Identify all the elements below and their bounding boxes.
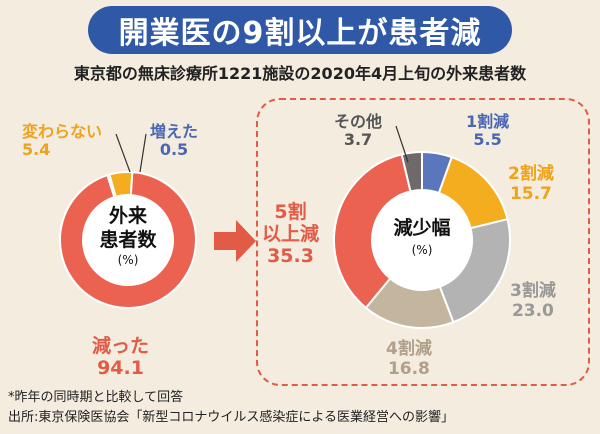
label-5wari: 5割 以上減 35.3	[262, 201, 320, 268]
label-unchanged-name: 変わらない	[22, 122, 103, 141]
label-3wari-value: 23.0	[511, 300, 554, 321]
chart-title: 開業医の9割以上が患者減	[118, 16, 482, 51]
label-increased-value: 0.5	[159, 140, 189, 160]
left-center-label-2: 患者数	[99, 228, 157, 251]
label-unchanged: 変わらない 5.4	[22, 122, 103, 160]
donut-hole	[372, 190, 472, 290]
label-3wari: 3割減 23.0	[510, 281, 556, 321]
label-4wari: 4割減 16.8	[386, 339, 432, 379]
label-2wari-name: 2割減	[508, 164, 554, 184]
label-decreased-name: 減った	[92, 335, 150, 357]
outpatient-change-donut	[59, 171, 197, 309]
label-other-value: 3.7	[343, 130, 373, 150]
label-1wari-name: 1割減	[466, 112, 510, 131]
leader-line-unchanged	[115, 133, 131, 173]
leader-line-other	[395, 125, 409, 163]
label-1wari-value: 5.5	[473, 130, 502, 150]
label-2wari: 2割減 15.7	[508, 164, 554, 204]
left-center-label-1: 外来	[109, 204, 147, 227]
leader-line-increased	[139, 133, 147, 173]
label-5wari-line2: 以上減	[262, 222, 320, 245]
label-1wari: 1割減 5.5	[466, 112, 510, 150]
arrow-icon	[214, 220, 256, 262]
right-center-label: 減少幅	[393, 216, 450, 239]
label-5wari-value: 35.3	[267, 244, 314, 267]
label-5wari-line1: 5割	[274, 201, 307, 223]
title-banner: 開業医の9割以上が患者減	[88, 6, 512, 54]
label-other-name: その他	[334, 112, 383, 131]
label-increased: 増えた 0.5	[150, 122, 199, 160]
right-center-unit: (%)	[412, 243, 433, 257]
label-unchanged-value: 5.4	[22, 140, 51, 160]
label-4wari-value: 16.8	[387, 358, 430, 379]
reduction-breakdown-donut	[333, 150, 511, 329]
breakdown-frame	[256, 98, 590, 386]
chart-subtitle: 東京都の無床診療所1221施設の2020年4月上旬の外来患者数	[73, 64, 527, 83]
label-decreased-value: 94.1	[97, 356, 144, 379]
label-decreased: 減った 94.1	[92, 335, 150, 380]
label-3wari-name: 3割減	[510, 281, 556, 301]
donut-hole	[83, 195, 173, 285]
label-increased-name: 増えた	[150, 122, 199, 141]
label-4wari-name: 4割減	[386, 339, 432, 359]
label-2wari-value: 15.7	[509, 183, 552, 204]
label-other: その他 3.7	[334, 112, 383, 150]
left-center-unit: (%)	[118, 253, 139, 267]
source-credit: 出所:東京保険医協会「新型コロナウイルス感染症による医業経営への影響」	[8, 410, 454, 425]
footnote: *昨年の同時期と比較して回答	[8, 390, 184, 405]
